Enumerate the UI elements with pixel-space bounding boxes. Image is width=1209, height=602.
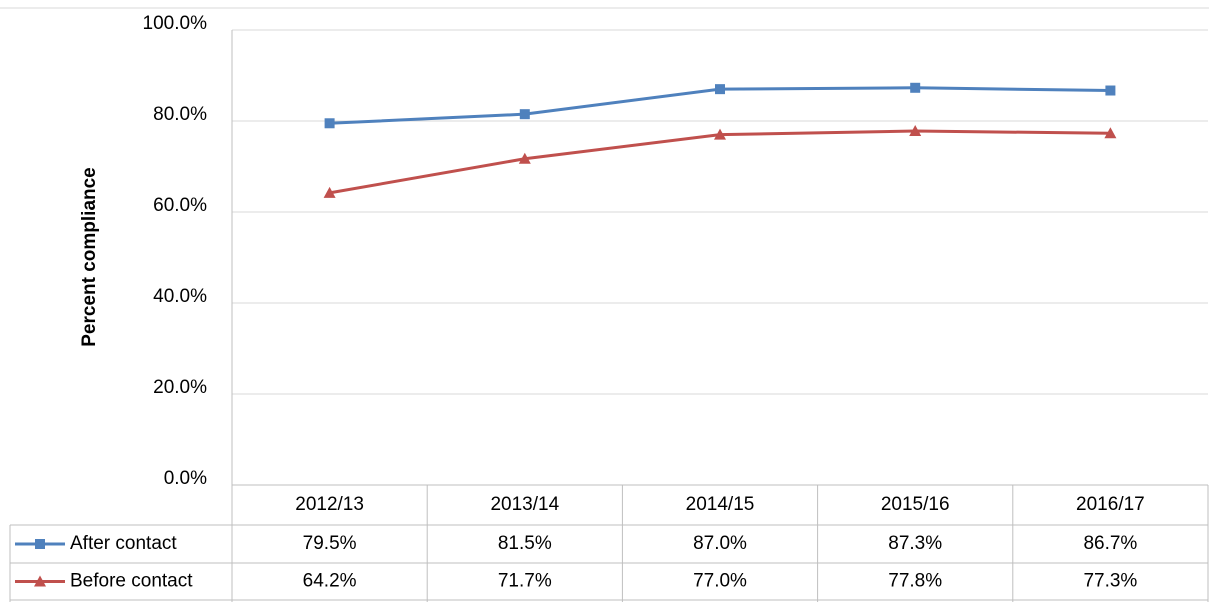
- point-marker: [1104, 127, 1117, 139]
- x-tick-label: 2012/13: [295, 494, 364, 515]
- legend-label: Before contact: [70, 571, 193, 592]
- table-value: 79.5%: [303, 533, 357, 554]
- y-tick-label: 60.0%: [153, 195, 207, 216]
- x-tick-label: 2016/17: [1076, 494, 1145, 515]
- y-tick-label: 20.0%: [153, 377, 207, 398]
- point-marker: [714, 128, 726, 140]
- y-tick-label: 100.0%: [143, 13, 208, 34]
- point-marker: [909, 125, 922, 137]
- point-marker: [518, 152, 531, 164]
- y-axis-title: Percent compliance: [79, 167, 100, 347]
- table-value: 64.2%: [303, 571, 357, 592]
- series-line: [329, 129, 1111, 195]
- table-value: 77.8%: [888, 571, 942, 592]
- x-tick-label: 2013/14: [490, 494, 559, 515]
- legend-label: After contact: [70, 533, 177, 554]
- y-tick-label: 40.0%: [153, 286, 207, 307]
- table-value: 81.5%: [498, 533, 552, 554]
- legend-marker: [34, 575, 46, 587]
- point-marker: [324, 118, 335, 129]
- point-marker: [715, 84, 725, 95]
- table-value: 87.0%: [693, 533, 747, 554]
- y-tick-label: 80.0%: [153, 104, 207, 125]
- point-marker: [910, 82, 921, 93]
- table-value: 77.3%: [1083, 571, 1137, 592]
- point-marker: [519, 109, 530, 120]
- table-value: 87.3%: [888, 533, 942, 554]
- x-tick-label: 2015/16: [881, 494, 950, 515]
- point-marker: [1105, 85, 1116, 96]
- legend-marker: [35, 539, 45, 549]
- table-value: 77.0%: [693, 571, 747, 592]
- x-tick-label: 2014/15: [686, 494, 755, 515]
- y-tick-label: 0.0%: [164, 468, 207, 489]
- table-value: 86.7%: [1083, 533, 1137, 554]
- table-value: 71.7%: [498, 571, 552, 592]
- point-marker: [323, 186, 336, 198]
